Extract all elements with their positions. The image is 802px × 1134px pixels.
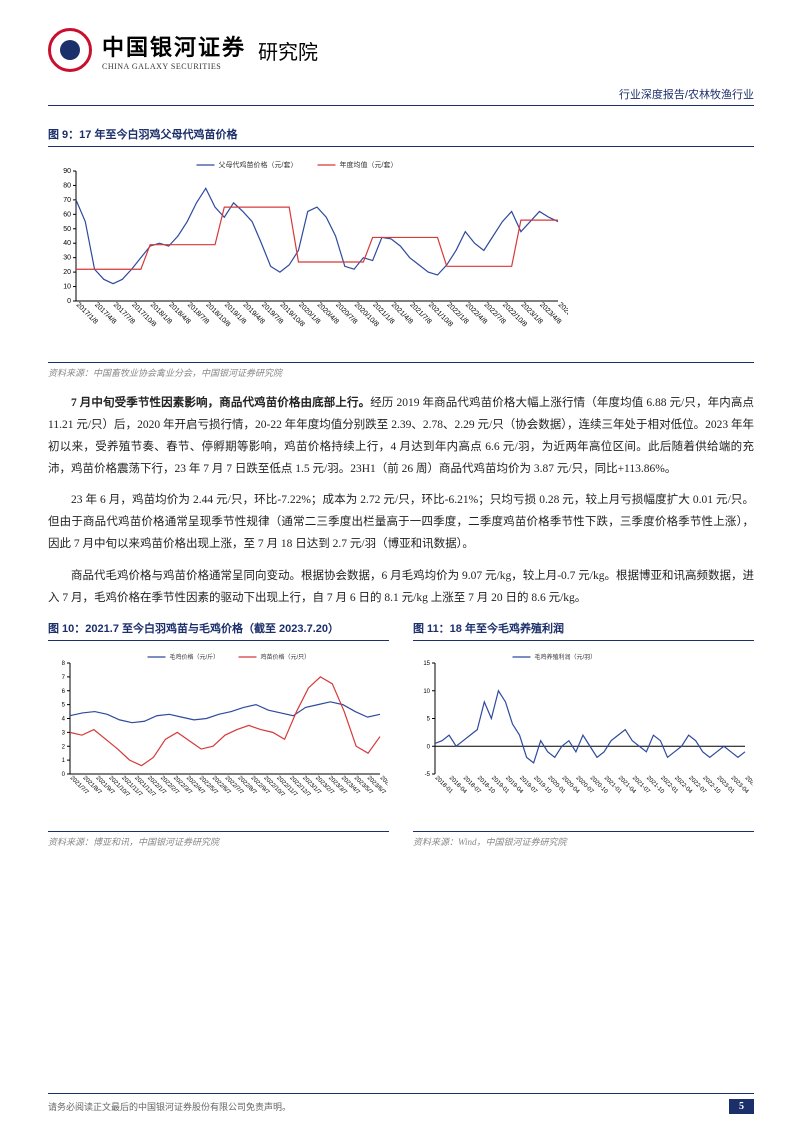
galaxy-logo	[48, 28, 92, 72]
svg-text:40: 40	[63, 240, 71, 247]
paragraph-3: 商品代毛鸡价格与鸡苗价格通常呈同向变动。根据协会数据，6 月毛鸡均价为 9.07…	[48, 566, 754, 610]
figure-9-block: 图 9：17 年至今白羽鸡父母代鸡苗价格 父母代鸡苗价格（元/套） 年度均值（元/…	[48, 126, 754, 379]
svg-text:10: 10	[423, 688, 430, 694]
report-tag: 行业深度报告/农林牧渔行业	[48, 86, 754, 102]
svg-text:鸡苗价格（元/只）: 鸡苗价格（元/只）	[261, 653, 311, 661]
figure-9-chart: 父母代鸡苗价格（元/套） 年度均值（元/套） 0 10 20 30 40 50 60 70 80 90…	[48, 153, 568, 353]
svg-text:50: 50	[63, 226, 71, 233]
svg-text:父母代鸡苗价格（元/套）: 父母代鸡苗价格（元/套）	[219, 160, 298, 169]
svg-text:1: 1	[62, 758, 66, 764]
figure-10-source: 资料来源：博亚和讯，中国银河证券研究院	[48, 831, 389, 848]
figure-10-title: 图 10：2021.7 至今白羽鸡苗与毛鸡价格（截至 2023.7.20）	[48, 620, 389, 641]
svg-text:毛鸡养殖利润（元/羽）: 毛鸡养殖利润（元/羽）	[535, 653, 597, 661]
svg-text:年度均值（元/套）: 年度均值（元/套）	[340, 160, 398, 169]
figure-11-source: 资料来源：Wind，中国银河证券研究院	[413, 831, 754, 848]
disclaimer-text: 请务必阅读正文最后的中国银河证券股份有限公司免责声明。	[48, 1100, 291, 1113]
svg-text:4: 4	[62, 716, 66, 722]
footer: 请务必阅读正文最后的中国银河证券股份有限公司免责声明。 5	[48, 1093, 754, 1114]
svg-text:0: 0	[67, 298, 71, 305]
header-rule	[48, 105, 754, 106]
company-en: CHINA GALAXY SECURITIES	[102, 62, 246, 71]
company-cn: 中国银河证券	[102, 30, 246, 62]
svg-text:0: 0	[427, 744, 431, 750]
svg-text:7: 7	[62, 674, 66, 680]
page-number: 5	[729, 1099, 754, 1114]
company-name-block: 中国银河证券 CHINA GALAXY SECURITIES	[102, 30, 246, 71]
svg-text:30: 30	[63, 255, 71, 262]
para1-bold: 7 月中旬受季节性因素影响，商品代鸡苗价格由底部上行。	[71, 397, 370, 409]
svg-text:80: 80	[63, 182, 71, 189]
svg-text:70: 70	[63, 197, 71, 204]
header: 中国银河证券 CHINA GALAXY SECURITIES 研究院	[48, 0, 754, 80]
svg-text:90: 90	[63, 168, 71, 175]
figure-11-title: 图 11：18 年至今毛鸡养殖利润	[413, 620, 754, 641]
figure-9-title: 图 9：17 年至今白羽鸡父母代鸡苗价格	[48, 126, 754, 147]
svg-text:3: 3	[62, 730, 66, 736]
figure-9-source: 资料来源：中国畜牧业协会禽业分会，中国银河证券研究院	[48, 362, 754, 379]
svg-text:0: 0	[62, 772, 66, 778]
svg-text:15: 15	[423, 661, 430, 667]
svg-text:5: 5	[62, 702, 66, 708]
figure-10-chart: 毛鸡价格（元/斤）鸡苗价格（元/只）0123456782021/7/72021/…	[48, 647, 388, 822]
svg-text:60: 60	[63, 211, 71, 218]
svg-text:8: 8	[62, 661, 66, 667]
paragraph-1: 7 月中旬受季节性因素影响，商品代鸡苗价格由底部上行。经历 2019 年商品代鸡…	[48, 393, 754, 480]
paragraph-2: 23 年 6 月，鸡苗均价为 2.44 元/只，环比-7.22%；成本为 2.7…	[48, 490, 754, 556]
svg-text:2: 2	[62, 744, 66, 750]
institute-label: 研究院	[258, 36, 318, 65]
svg-text:5: 5	[427, 716, 431, 722]
figure-10-block: 图 10：2021.7 至今白羽鸡苗与毛鸡价格（截至 2023.7.20） 毛鸡…	[48, 620, 389, 848]
svg-text:10: 10	[63, 284, 71, 291]
svg-text:6: 6	[62, 688, 66, 694]
figure-11-block: 图 11：18 年至今毛鸡养殖利润 毛鸡养殖利润（元/羽）-5051015201…	[413, 620, 754, 848]
svg-text:20: 20	[63, 269, 71, 276]
svg-text:毛鸡价格（元/斤）: 毛鸡价格（元/斤）	[170, 653, 220, 661]
figure-11-chart: 毛鸡养殖利润（元/羽）-50510152018-012018-042018-07…	[413, 647, 753, 822]
svg-text:-5: -5	[425, 772, 431, 778]
